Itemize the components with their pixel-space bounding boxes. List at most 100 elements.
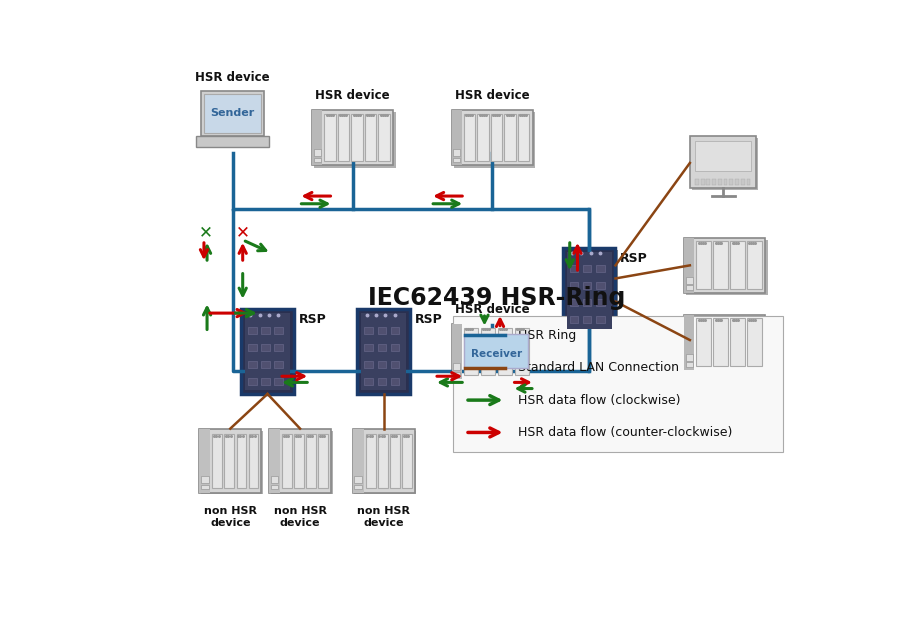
Bar — [596, 265, 605, 272]
Bar — [570, 265, 579, 272]
Bar — [583, 316, 591, 323]
Text: IEC62439 HSR-Ring: IEC62439 HSR-Ring — [368, 286, 626, 310]
Bar — [464, 334, 528, 368]
Bar — [515, 328, 529, 376]
Bar — [261, 344, 270, 351]
Bar — [747, 319, 761, 366]
Bar — [583, 299, 591, 306]
Bar — [378, 361, 386, 368]
Bar — [201, 431, 263, 494]
Bar — [684, 237, 765, 293]
Bar — [452, 110, 533, 166]
Bar — [695, 141, 752, 171]
Text: Sender: Sender — [211, 108, 255, 118]
Bar — [353, 430, 364, 492]
Bar — [204, 94, 261, 133]
Bar — [518, 113, 529, 161]
Bar — [729, 179, 733, 185]
Bar — [562, 247, 616, 332]
Bar — [245, 313, 290, 390]
Bar — [402, 434, 411, 488]
Bar — [274, 344, 283, 351]
Bar — [201, 476, 209, 483]
Bar — [391, 361, 400, 368]
Bar — [684, 237, 694, 293]
Bar — [390, 434, 400, 488]
Bar — [730, 242, 744, 289]
Bar — [244, 312, 296, 396]
Bar — [686, 354, 693, 361]
Bar — [697, 319, 711, 366]
Bar — [271, 476, 278, 483]
Text: HSR device: HSR device — [195, 71, 270, 84]
Bar — [378, 344, 386, 351]
Bar — [355, 476, 362, 483]
Bar — [453, 363, 460, 370]
Bar — [741, 179, 744, 185]
Bar — [361, 313, 406, 390]
Bar — [452, 324, 533, 379]
Bar — [248, 378, 256, 384]
Text: HSR device: HSR device — [454, 303, 529, 316]
Bar — [196, 136, 269, 147]
Bar — [570, 316, 579, 323]
Bar — [747, 242, 761, 289]
Bar — [596, 299, 605, 306]
Bar — [453, 371, 460, 376]
Bar — [686, 362, 693, 367]
Bar — [697, 242, 711, 289]
Bar — [567, 252, 612, 329]
Bar — [306, 434, 316, 488]
Bar — [724, 179, 727, 185]
Bar — [212, 434, 222, 488]
Bar — [325, 113, 336, 161]
Bar — [391, 378, 400, 384]
Bar — [378, 378, 386, 384]
Text: HSR Ring: HSR Ring — [518, 329, 576, 342]
Bar — [351, 113, 363, 161]
Bar — [684, 314, 765, 370]
Bar — [274, 327, 283, 334]
Bar — [454, 316, 783, 452]
Bar — [313, 157, 320, 162]
Bar — [355, 485, 362, 489]
Bar — [357, 309, 410, 394]
Bar — [364, 378, 373, 384]
Bar — [271, 431, 333, 494]
Bar — [294, 434, 304, 488]
Bar — [261, 378, 270, 384]
Bar — [269, 430, 280, 492]
Bar — [319, 434, 328, 488]
Bar — [312, 110, 322, 166]
Bar — [274, 378, 283, 384]
Bar — [687, 317, 768, 373]
Bar — [391, 327, 400, 334]
Text: RSP: RSP — [415, 313, 443, 326]
Bar — [706, 179, 710, 185]
Bar — [735, 179, 739, 185]
Bar — [692, 138, 758, 190]
Bar — [378, 434, 388, 488]
Bar — [364, 361, 373, 368]
Text: Receiver: Receiver — [471, 349, 522, 359]
Bar — [714, 319, 728, 366]
Text: HSR device: HSR device — [315, 89, 390, 102]
Bar — [583, 282, 591, 289]
Bar — [684, 314, 694, 370]
Bar — [695, 179, 698, 185]
Bar — [477, 113, 489, 161]
Bar — [312, 110, 393, 166]
Text: Standard LAN Connection: Standard LAN Connection — [518, 361, 679, 374]
Text: non HSR
device: non HSR device — [357, 507, 410, 528]
Text: ✕: ✕ — [199, 223, 212, 241]
Bar — [360, 312, 412, 396]
Bar — [712, 179, 716, 185]
Bar — [378, 113, 390, 161]
Bar — [464, 113, 475, 161]
Bar — [237, 434, 247, 488]
Bar — [730, 319, 744, 366]
Bar — [248, 344, 256, 351]
Bar — [700, 179, 705, 185]
Bar — [248, 327, 256, 334]
Bar — [355, 431, 417, 494]
